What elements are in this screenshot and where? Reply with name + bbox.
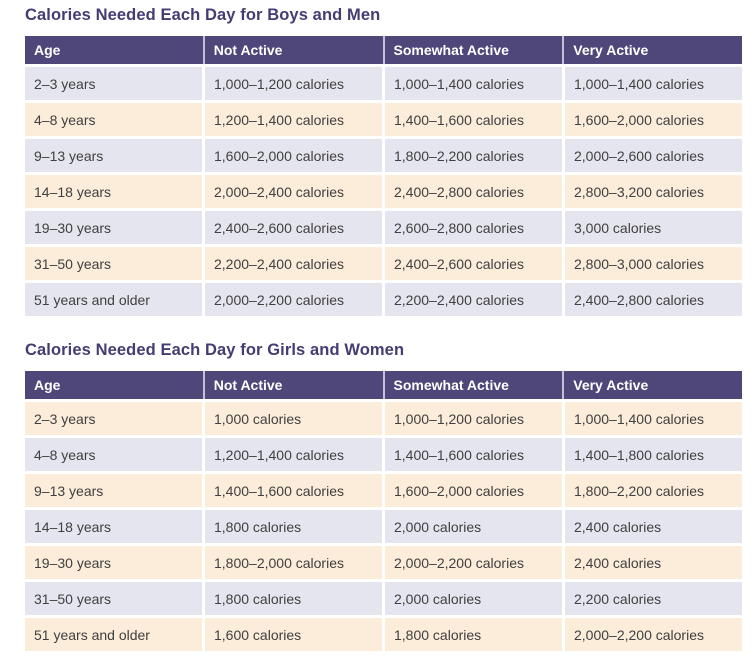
- table-cell: 2,000–2,200 calories: [382, 546, 562, 579]
- table-cell: 2,800–3,200 calories: [562, 175, 742, 208]
- header-cell: Somewhat Active: [382, 36, 563, 64]
- table-cell: 2,600–2,800 calories: [382, 211, 562, 244]
- age-cell: 51 years and older: [25, 283, 202, 316]
- age-cell: 31–50 years: [25, 247, 202, 280]
- table-cell: 1,800 calories: [382, 618, 562, 651]
- table-cell: 2,400–2,600 calories: [382, 247, 562, 280]
- table-cell: 1,000–1,400 calories: [562, 402, 742, 435]
- age-cell: 31–50 years: [25, 582, 202, 615]
- table-cell: 1,800–2,200 calories: [382, 139, 562, 172]
- table-cell: 2,000–2,200 calories: [562, 618, 742, 651]
- age-cell: 19–30 years: [25, 546, 202, 579]
- table-row: 2–3 years 1,000 calories 1,000–1,200 calor…: [25, 402, 742, 435]
- header-cell: Very Active: [562, 36, 742, 64]
- table-cell: 1,000–1,400 calories: [382, 67, 562, 100]
- table-cell: 1,400–1,600 calories: [382, 438, 562, 471]
- table-cell: 1,000–1,400 calories: [562, 67, 742, 100]
- table-row: 14–18 years 1,800 calories 2,000 calories 2…: [25, 510, 742, 543]
- table-cell: 2,400–2,800 calories: [382, 175, 562, 208]
- table-row: 31–50 years 1,800 calories 2,000 calories 2…: [25, 582, 742, 615]
- table-cell: 1,400–1,600 calories: [202, 474, 382, 507]
- age-cell: 4–8 years: [25, 438, 202, 471]
- table-cell: 1,200–1,400 calories: [202, 438, 382, 471]
- header-cell: Age: [25, 371, 203, 399]
- age-cell: 14–18 years: [25, 510, 202, 543]
- header-cell: Very Active: [562, 371, 742, 399]
- section-girls-women: Calories Needed Each Day for Girls and W…: [25, 341, 742, 651]
- table-row: 19–30 years 2,400–2,600 calories 2,600–2,8…: [25, 211, 742, 244]
- table-header-row: Age Not Active Somewhat Active Very Active: [25, 371, 742, 399]
- table-cell: 2,400 calories: [562, 546, 742, 579]
- table-row: 14–18 years 2,000–2,400 calories 2,400–2,8…: [25, 175, 742, 208]
- table-cell: 1,600–2,000 calories: [562, 103, 742, 136]
- table-cell: 1,000 calories: [202, 402, 382, 435]
- table-header-row: Age Not Active Somewhat Active Very Active: [25, 36, 742, 64]
- table-row: 4–8 years 1,200–1,400 calories 1,400–1,600…: [25, 438, 742, 471]
- table-row: 19–30 years 1,800–2,000 calories 2,000–2,2…: [25, 546, 742, 579]
- table-cell: 1,200–1,400 calories: [202, 103, 382, 136]
- table-cell: 1,600–2,000 calories: [202, 139, 382, 172]
- header-cell: Not Active: [202, 371, 383, 399]
- table-cell: 1,400–1,600 calories: [382, 103, 562, 136]
- table-row: 51 years and older 1,600 calories 1,800 ca…: [25, 618, 742, 651]
- table-cell: 1,000–1,200 calories: [382, 402, 562, 435]
- table-cell: 2,200–2,400 calories: [202, 247, 382, 280]
- table-title-boys-men: Calories Needed Each Day for Boys and Me…: [25, 6, 381, 24]
- age-cell: 9–13 years: [25, 474, 202, 507]
- table-cell: 2,000 calories: [382, 510, 562, 543]
- age-cell: 19–30 years: [25, 211, 202, 244]
- table-cell: 2,400 calories: [562, 510, 742, 543]
- table-cell: 2,000 calories: [382, 582, 562, 615]
- table-cell: 2,200–2,400 calories: [382, 283, 562, 316]
- age-cell: 2–3 years: [25, 402, 202, 435]
- calorie-table-girls-women: Age Not Active Somewhat Active Very Active 2…: [25, 371, 742, 651]
- table-cell: 2,000–2,600 calories: [562, 139, 742, 172]
- age-cell: 4–8 years: [25, 103, 202, 136]
- table-cell: 1,800 calories: [202, 582, 382, 615]
- age-cell: 51 years and older: [25, 618, 202, 651]
- table-cell: 1,400–1,800 calories: [562, 438, 742, 471]
- table-cell: 3,000 calories: [562, 211, 742, 244]
- table-row: 9–13 years 1,400–1,600 calories 1,600–2,00…: [25, 474, 742, 507]
- header-cell: Somewhat Active: [382, 371, 563, 399]
- header-cell: Not Active: [202, 36, 383, 64]
- calorie-table-boys-men: Age Not Active Somewhat Active Very Active 2…: [25, 36, 742, 316]
- header-cell: Age: [25, 36, 203, 64]
- table-row: 51 years and older 2,000–2,200 calories 2,…: [25, 283, 742, 316]
- table-row: 31–50 years 2,200–2,400 calories 2,400–2,6…: [25, 247, 742, 280]
- table-cell: 1,800 calories: [202, 510, 382, 543]
- table-cell: 2,000–2,400 calories: [202, 175, 382, 208]
- age-cell: 9–13 years: [25, 139, 202, 172]
- table-cell: 1,600–2,000 calories: [382, 474, 562, 507]
- table-cell: 2,000–2,200 calories: [202, 283, 382, 316]
- table-cell: 2,200 calories: [562, 582, 742, 615]
- table-row: 4–8 years 1,200–1,400 calories 1,400–1,600…: [25, 103, 742, 136]
- table-cell: 2,400–2,600 calories: [202, 211, 382, 244]
- age-cell: 14–18 years: [25, 175, 202, 208]
- table-cell: 2,800–3,000 calories: [562, 247, 742, 280]
- table-cell: 1,800–2,200 calories: [562, 474, 742, 507]
- age-cell: 2–3 years: [25, 67, 202, 100]
- table-row: 9–13 years 1,600–2,000 calories 1,800–2,20…: [25, 139, 742, 172]
- section-boys-men: Calories Needed Each Day for Boys and Me…: [25, 6, 742, 316]
- table-title-girls-women: Calories Needed Each Day for Girls and W…: [25, 341, 405, 359]
- table-row: 2–3 years 1,000–1,200 calories 1,000–1,400…: [25, 67, 742, 100]
- table-cell: 1,600 calories: [202, 618, 382, 651]
- table-cell: 2,400–2,800 calories: [562, 283, 742, 316]
- table-cell: 1,000–1,200 calories: [202, 67, 382, 100]
- table-cell: 1,800–2,000 calories: [202, 546, 382, 579]
